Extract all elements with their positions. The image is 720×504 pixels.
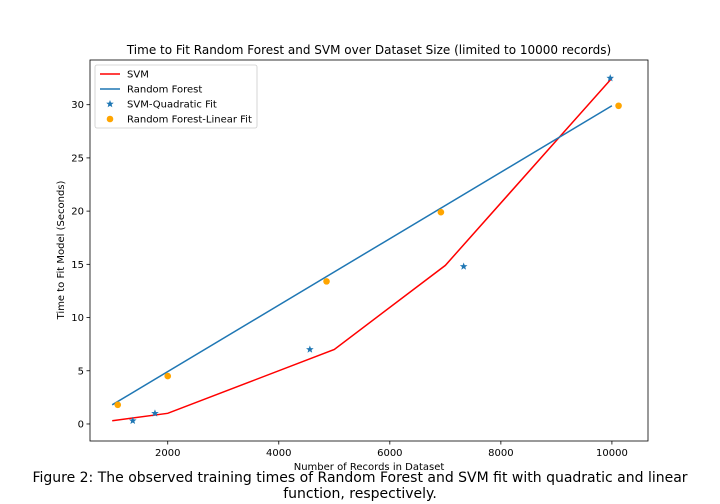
series-line-random-forest bbox=[111, 105, 613, 406]
y-tick-label: 30 bbox=[71, 100, 84, 111]
chart-title: Time to Fit Random Forest and SVM over D… bbox=[126, 43, 611, 57]
legend: SVM Random Forest SVM-Quadratic Fit Random … bbox=[94, 64, 258, 129]
point-random-forest-linear-fit bbox=[114, 401, 122, 409]
x-tick-label: 8000 bbox=[488, 448, 513, 459]
point-random-forest-linear-fit bbox=[323, 278, 330, 285]
y-tick-label: 15 bbox=[71, 260, 84, 271]
point-svm-quadratic-fit bbox=[128, 416, 137, 425]
x-tick-label: 6000 bbox=[377, 448, 402, 459]
x-tick-label: 10000 bbox=[596, 448, 628, 459]
plot-frame bbox=[89, 59, 649, 442]
legend-label-svm-quadratic-fit: SVM-Quadratic Fit bbox=[127, 100, 217, 111]
y-tick-label: 0 bbox=[78, 419, 84, 430]
figure-caption: Figure 2: The observed training times of… bbox=[32, 470, 688, 502]
legend-label-random-forest: Random Forest bbox=[127, 85, 202, 96]
point-random-forest-linear-fit bbox=[437, 208, 445, 216]
y-axis-label: Time to Fit Model (Seconds) bbox=[56, 181, 67, 321]
x-axis-label: Number of Records in Dataset bbox=[294, 462, 445, 473]
legend-box bbox=[94, 64, 258, 129]
legend-swatch-svm-quadratic-fit bbox=[106, 100, 114, 108]
point-random-forest-linear-fit bbox=[164, 372, 172, 380]
y-tick-label: 20 bbox=[71, 207, 84, 218]
series-line-svm bbox=[112, 77, 613, 422]
legend-swatch-random-forest-linear-fit bbox=[106, 115, 114, 123]
y-tick-label: 25 bbox=[71, 153, 84, 164]
axes: 2000 4000 6000 8000 10000 0 5 10 15 20 25 30 bbox=[71, 59, 649, 459]
point-svm-quadratic-fit bbox=[606, 74, 615, 82]
x-tick-label: 2000 bbox=[155, 448, 180, 459]
point-svm-quadratic-fit bbox=[151, 409, 159, 417]
y-tick-label: 5 bbox=[78, 366, 84, 377]
x-tick-label: 4000 bbox=[266, 448, 291, 459]
point-svm-quadratic-fit bbox=[306, 345, 314, 353]
legend-label-svm: SVM bbox=[127, 70, 149, 81]
point-random-forest-linear-fit bbox=[615, 102, 622, 110]
plot-area bbox=[111, 74, 622, 425]
point-svm-quadratic-fit bbox=[459, 262, 468, 270]
legend-label-random-forest-linear-fit: Random Forest-Linear Fit bbox=[127, 115, 252, 126]
y-tick-label: 10 bbox=[71, 313, 84, 324]
